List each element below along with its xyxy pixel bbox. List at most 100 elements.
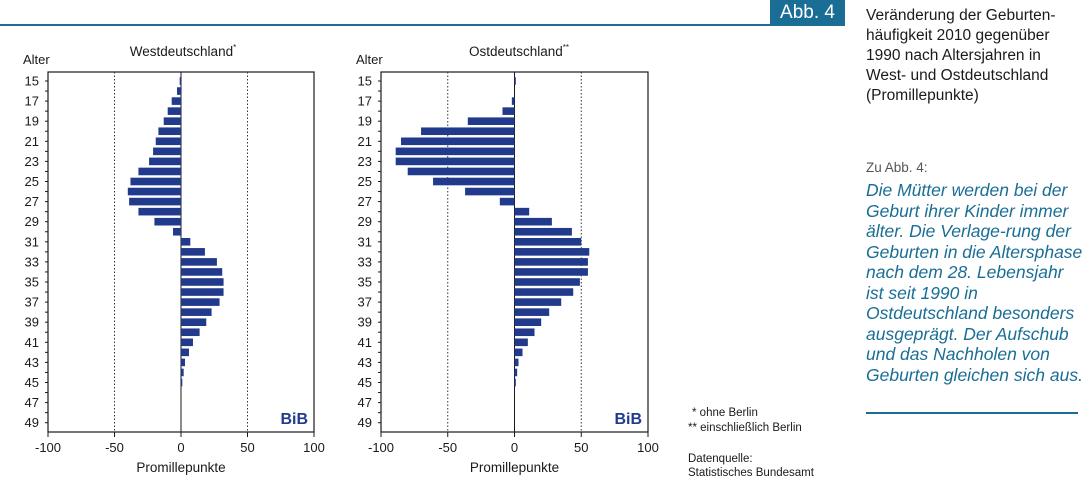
west-chart-title: Westdeutschland*	[130, 43, 236, 59]
east-x-tick-label: 0	[511, 440, 518, 455]
source-name: Statistisches Bundesamt	[688, 467, 814, 479]
east-bar-age-37	[514, 298, 562, 306]
east-y-tick-label: 23	[358, 154, 372, 169]
east-bib-logo: BiB	[614, 411, 642, 428]
west-x-tick-label: -50	[105, 440, 124, 455]
east-bar-age-27	[499, 197, 515, 206]
west-bar-age-37	[181, 298, 220, 306]
west-y-tick-label: 25	[25, 174, 39, 189]
east-bar-age-28	[514, 207, 530, 216]
east-bar-age-43	[514, 358, 519, 367]
west-bar-age-26	[127, 187, 181, 196]
east-y-tick-label: 15	[358, 74, 372, 89]
east-x-tick-label: -100	[368, 440, 394, 455]
west-bar-age-17	[171, 97, 181, 105]
east-bar-age-18	[502, 107, 515, 115]
east-y-tick-label: 31	[358, 234, 372, 249]
west-x-tick-label: 100	[303, 440, 325, 455]
note-label: Zu Abb. 4:	[866, 160, 928, 175]
east-bar-age-15	[514, 77, 516, 85]
east-y-tick-label: 39	[358, 315, 372, 330]
west-y-tick-label: 27	[25, 194, 39, 209]
east-bar-age-22	[395, 147, 515, 156]
east-bar-age-17	[511, 97, 515, 105]
east-bar-age-35	[514, 278, 580, 286]
west-bar-age-45	[181, 378, 183, 387]
footnote-west: * ohne Berlin	[692, 407, 758, 419]
east-bar-age-44	[514, 368, 518, 377]
west-bar-age-16	[177, 87, 181, 95]
west-bar-age-40	[181, 328, 200, 337]
footnote-east: ** einschließlich Berlin	[688, 422, 802, 434]
west-bar-age-24	[138, 167, 181, 176]
east-y-tick-label: 25	[358, 174, 372, 189]
west-bib-logo: BiB	[280, 411, 308, 428]
east-bar-age-40	[514, 328, 535, 337]
west-x-tick-label: 50	[240, 440, 254, 455]
west-bar-age-31	[181, 238, 191, 246]
east-bar-age-29	[514, 217, 552, 226]
east-y-tick-label: 45	[358, 375, 372, 390]
west-bar-age-39	[181, 318, 207, 326]
west-bar-age-27	[129, 197, 181, 206]
west-bar-age-33	[181, 258, 217, 266]
west-y-tick-label: 47	[25, 395, 39, 410]
east-bar-age-26	[465, 187, 515, 196]
west-bar-age-44	[181, 368, 184, 377]
east-bar-age-23	[395, 157, 515, 166]
west-y-tick-label: 35	[25, 275, 39, 290]
east-y-tick-label: 33	[358, 254, 372, 269]
east-bar-age-30	[514, 227, 572, 236]
east-bar-age-24	[407, 167, 515, 176]
west-title-marker: *	[233, 43, 236, 52]
east-x-tick-label: -50	[438, 440, 457, 455]
east-y-tick-label: 49	[358, 415, 372, 430]
east-bar-age-41	[514, 338, 528, 347]
east-y-tick-label: 17	[358, 94, 372, 109]
east-bar-age-31	[514, 238, 582, 246]
east-y-tick-label: 27	[358, 194, 372, 209]
east-bar-age-42	[514, 348, 523, 357]
east-bar-age-36	[514, 288, 574, 296]
east-x-tick-label: 100	[637, 440, 659, 455]
west-y-tick-label: 23	[25, 154, 39, 169]
west-y-tick-label: 45	[25, 375, 39, 390]
figure-label-badge: Abb. 4	[770, 0, 845, 26]
west-x-tick-label: -100	[35, 440, 61, 455]
east-x-tick-label: 50	[574, 440, 588, 455]
east-bar-age-33	[514, 258, 588, 266]
west-bar-age-20	[158, 127, 181, 136]
west-y-tick-label: 37	[25, 295, 39, 310]
east-y-axis-label: Alter	[356, 52, 383, 67]
east-y-tick-label: 19	[358, 114, 372, 129]
west-y-tick-label: 21	[25, 134, 39, 149]
west-bar-age-22	[153, 147, 181, 156]
header-rule	[0, 24, 770, 26]
west-bar-age-41	[181, 338, 193, 347]
east-x-axis-label: Promillepunkte	[470, 460, 559, 475]
west-y-tick-label: 41	[25, 335, 39, 350]
west-y-tick-label: 29	[25, 214, 39, 229]
east-y-tick-label: 21	[358, 134, 372, 149]
west-bar-age-25	[130, 177, 181, 186]
west-y-tick-label: 17	[25, 94, 39, 109]
east-y-tick-label: 29	[358, 214, 372, 229]
west-bar-age-32	[181, 248, 205, 256]
note-text: Die Mütter werden bei der Geburt ihrer K…	[866, 180, 1083, 385]
west-bar-age-35	[181, 278, 224, 286]
west-x-axis-label: Promillepunkte	[136, 460, 225, 475]
west-y-tick-label: 49	[25, 415, 39, 430]
west-bar-age-21	[155, 137, 181, 146]
west-y-tick-label: 31	[25, 234, 39, 249]
east-y-tick-label: 47	[358, 395, 372, 410]
west-y-tick-label: 33	[25, 254, 39, 269]
west-y-tick-label: 19	[25, 114, 39, 129]
east-bar-age-45	[514, 378, 516, 387]
west-y-tick-label: 39	[25, 315, 39, 330]
east-bar-age-20	[421, 127, 515, 136]
charts-area: Westdeutschland* Alter 15 17 19 21 23 25 27 29 31 3…	[23, 43, 659, 475]
east-y-tick-label: 35	[358, 275, 372, 290]
east-bar-age-25	[433, 177, 515, 186]
west-bar-age-36	[181, 288, 224, 296]
west-bar-age-18	[167, 107, 181, 115]
